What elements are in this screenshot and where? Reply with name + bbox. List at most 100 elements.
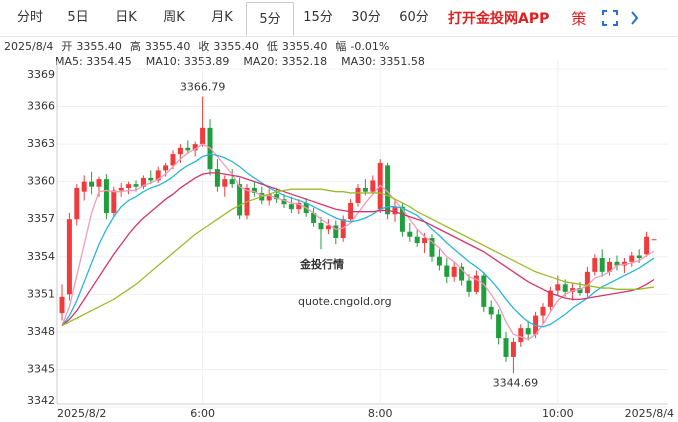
ma-line xyxy=(61,153,655,328)
candle-body xyxy=(370,180,376,192)
candle-body xyxy=(103,179,109,213)
ma-line xyxy=(61,188,655,327)
candle-body xyxy=(200,127,206,145)
chart: 2025/8/4 开 3355.40 高 3355.40 收 3355.40 低 3355.40… xyxy=(4,39,674,420)
info-label: 收 xyxy=(198,39,209,53)
candle-body xyxy=(599,258,605,272)
candle-body xyxy=(74,187,80,220)
y-tick-label: 3360 xyxy=(27,175,55,188)
tab[interactable]: 60分 xyxy=(399,10,429,25)
candle-body xyxy=(237,184,243,216)
app-link[interactable]: 打开金投网APP xyxy=(448,11,550,27)
candle-body xyxy=(577,288,583,294)
high-annotation: 3366.79 xyxy=(180,81,226,94)
info-value: 3355.40 xyxy=(213,40,259,53)
watermark: quote.cngold.org xyxy=(298,295,392,308)
candle-body xyxy=(163,165,169,171)
candle-body xyxy=(518,328,524,342)
tab[interactable]: 15分 xyxy=(303,10,333,25)
candle-body xyxy=(89,181,95,187)
candle-body xyxy=(510,341,516,357)
fullscreen-icon[interactable] xyxy=(602,10,619,26)
candle-body xyxy=(170,154,176,166)
tab-bar: 分时 5日 日K 周K 月K 5分 15分 30分 60分 打开金投网APP 策 xyxy=(0,0,678,37)
candle-body xyxy=(133,184,139,187)
y-tick-label: 3354 xyxy=(27,250,55,263)
tab[interactable]: 分时 xyxy=(16,10,43,25)
info-label: 高 xyxy=(130,39,141,53)
info-label: 低 xyxy=(267,40,278,53)
ma-line xyxy=(61,143,655,341)
candle-body xyxy=(629,255,635,262)
x-tick-label: 8:00 xyxy=(368,407,393,420)
candle-body xyxy=(651,239,657,241)
y-tick-label: 3369 xyxy=(27,68,55,81)
candle-body xyxy=(473,275,479,292)
legend-entry: MA30: 3351.58 xyxy=(341,55,425,68)
ma-line xyxy=(61,172,655,327)
candle-body xyxy=(540,306,546,316)
candle-body xyxy=(281,199,287,205)
candle-body xyxy=(155,170,161,181)
candle-body xyxy=(385,165,391,215)
candle-body xyxy=(318,222,324,230)
tab[interactable]: 周K xyxy=(163,10,185,25)
candle-body xyxy=(547,290,553,307)
candle-body xyxy=(451,266,457,277)
candle-body xyxy=(466,280,472,292)
candle-body xyxy=(414,236,420,244)
candle-body xyxy=(333,225,339,238)
candle-body xyxy=(288,204,294,210)
candle-body xyxy=(636,255,642,259)
tab[interactable]: 5日 xyxy=(67,10,89,25)
candle-body xyxy=(562,284,568,292)
x-tick-label: 6:00 xyxy=(190,407,215,420)
y-tick-label: 3342 xyxy=(27,394,55,407)
candle-body xyxy=(126,184,132,188)
candle-body xyxy=(222,179,228,187)
tab[interactable]: 月K xyxy=(211,10,233,25)
candle-body xyxy=(488,306,494,315)
candle-body xyxy=(444,265,450,277)
watermark: 金投行情 xyxy=(299,257,344,271)
candle-body xyxy=(96,179,102,187)
candle-body xyxy=(177,147,183,155)
candle-body xyxy=(229,179,235,185)
candle-body xyxy=(140,177,146,187)
candle-body xyxy=(355,187,361,203)
y-tick-label: 3345 xyxy=(27,362,55,375)
candle-body xyxy=(555,284,561,291)
x-tick-label: 2025/8/2 xyxy=(57,407,106,420)
candle-body xyxy=(118,187,124,191)
candle-body xyxy=(614,261,620,266)
tab[interactable]: 30分 xyxy=(351,10,381,25)
candle-body xyxy=(407,231,413,237)
candle-body xyxy=(584,271,590,294)
info-label: 开 xyxy=(61,40,72,53)
y-tick-label: 3348 xyxy=(27,325,55,338)
more-icon[interactable] xyxy=(630,10,640,26)
candle-body xyxy=(251,187,257,193)
candle-body xyxy=(81,181,87,192)
candle-body xyxy=(392,206,398,215)
candle-body xyxy=(296,202,302,210)
candle-body xyxy=(66,219,72,295)
candle-body xyxy=(148,177,154,181)
candle-body xyxy=(399,206,405,232)
candle-body xyxy=(459,266,465,281)
candle-body xyxy=(192,144,198,151)
info-value: 3355.40 xyxy=(76,40,122,53)
info-value: 3355.40 xyxy=(282,40,328,53)
candle-body xyxy=(266,194,272,201)
info-label: 幅 xyxy=(335,40,346,53)
tab[interactable]: 日K xyxy=(115,10,137,25)
candle-body xyxy=(214,169,220,187)
candle-body xyxy=(644,236,650,255)
icons xyxy=(602,10,640,26)
info-date: 2025/8/4 xyxy=(4,40,53,53)
candle-body xyxy=(429,238,435,257)
candle-body xyxy=(274,194,280,200)
info-value: 3355.40 xyxy=(145,40,191,53)
tab[interactable]: 5分 xyxy=(246,2,294,36)
strategy-button[interactable]: 策 xyxy=(571,9,587,28)
